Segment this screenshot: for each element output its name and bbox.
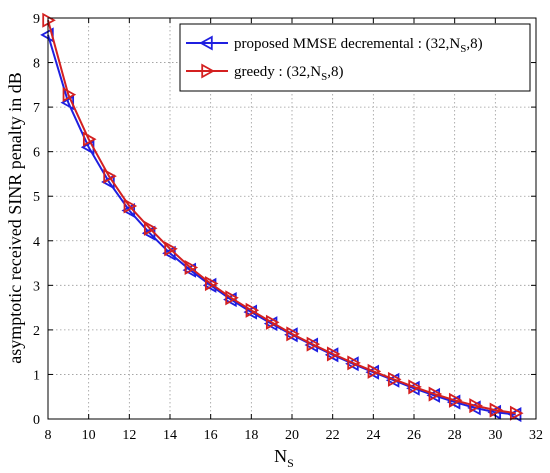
data-point <box>347 355 361 371</box>
data-point <box>245 302 260 318</box>
x-tick-label: 26 <box>407 428 421 443</box>
data-point <box>286 326 300 342</box>
y-tick-label: 7 <box>33 101 40 116</box>
data-point <box>306 336 321 352</box>
series-2 <box>42 12 524 421</box>
data-point <box>204 276 219 292</box>
data-point <box>184 259 199 276</box>
grid <box>48 18 536 419</box>
data-point <box>123 198 138 214</box>
data-point <box>469 398 483 414</box>
data-point <box>42 12 56 28</box>
y-tick-label: 2 <box>33 324 40 339</box>
x-tick-label: 32 <box>529 428 543 443</box>
y-axis-title: asymptotic received SINR penalty in dB <box>5 72 25 363</box>
data-point <box>225 290 239 306</box>
y-tick-label: 0 <box>33 413 40 428</box>
x-tick-label: 28 <box>448 428 462 443</box>
legend-box <box>179 23 531 92</box>
legend-entry-1: proposed MMSE decremental : (32,NS,8) <box>186 35 483 55</box>
legend: proposed MMSE decremental : (32,NS,8) gre… <box>179 23 531 92</box>
data-point <box>489 402 504 418</box>
y-tick-label: 3 <box>33 279 40 294</box>
x-tick-label: 14 <box>163 428 177 443</box>
data-point <box>367 363 382 379</box>
x-tick-label: 18 <box>244 428 258 443</box>
x-tick-label: 24 <box>366 428 380 443</box>
data-point <box>448 392 463 408</box>
x-tick-label: 16 <box>204 428 218 443</box>
y-tick-label: 9 <box>33 12 40 27</box>
x-tick-label: 22 <box>326 428 340 443</box>
data-point <box>62 87 77 103</box>
x-tick-label: 30 <box>488 428 502 443</box>
legend-entries: proposed MMSE decremental : (32,NS,8) gre… <box>186 35 483 83</box>
data-point <box>60 95 75 111</box>
data-point <box>408 379 422 395</box>
x-axis-title: NS <box>274 446 294 470</box>
y-tick-label: 6 <box>33 146 40 161</box>
data-point <box>326 346 341 362</box>
y-tick-label: 4 <box>33 235 40 250</box>
x-tick-label: 8 <box>45 428 52 443</box>
y-tick-label: 8 <box>33 57 40 72</box>
legend-marker <box>201 63 215 79</box>
data-point <box>509 405 524 421</box>
legend-marker <box>199 35 213 51</box>
data-point <box>428 386 443 402</box>
data-point <box>265 314 280 330</box>
y-tick-label: 5 <box>33 190 40 205</box>
x-tick-label: 10 <box>82 428 96 443</box>
legend-label: greedy : (32,NS,8) <box>234 64 343 83</box>
legend-entry-2: greedy : (32,NS,8) <box>186 63 343 83</box>
data-point <box>387 371 402 387</box>
x-tick-label: 20 <box>285 428 299 443</box>
data-point <box>143 220 158 236</box>
y-tick-label: 1 <box>33 368 40 383</box>
data-point <box>103 168 117 184</box>
data-point <box>82 131 97 147</box>
legend-label: proposed MMSE decremental : (32,NS,8) <box>234 36 483 55</box>
data-point <box>164 241 178 257</box>
x-tick-label: 12 <box>122 428 136 443</box>
series-layer <box>40 12 524 423</box>
